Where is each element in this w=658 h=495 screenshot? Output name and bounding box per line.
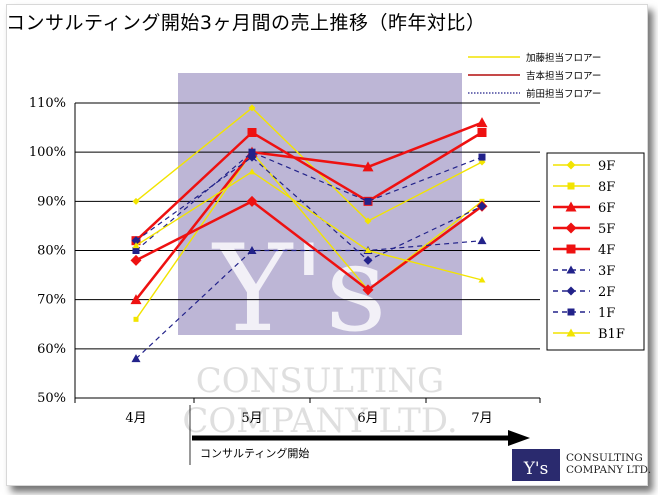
watermark-line2: COMPANY LTD. (182, 401, 457, 441)
arrow-label: コンサルティング開始 (200, 446, 309, 460)
company-name: CONSULTING COMPANY LTD. (566, 452, 651, 476)
x-tick-label: 4月 (125, 411, 146, 426)
gridlines (75, 102, 540, 399)
data-point (477, 128, 487, 137)
data-point (130, 254, 142, 266)
data-point (247, 246, 257, 254)
data-point (131, 236, 141, 246)
series-line-9f (135, 106, 483, 222)
data-point (477, 201, 487, 211)
data-point (566, 286, 576, 296)
legend-label: 2F (598, 285, 615, 300)
top-legend-label: 吉本担当フロアー (526, 70, 601, 82)
legend-label: 4F (598, 243, 615, 258)
data-point (364, 197, 372, 205)
company-name-line2: COMPANY LTD. (566, 464, 652, 476)
series-line-b1f (135, 170, 483, 281)
y-tick-label: 60% (37, 342, 66, 357)
data-point (363, 255, 373, 265)
data-point (566, 328, 576, 337)
legend-label: 3F (598, 264, 615, 279)
x-tick-label: 5月 (241, 411, 262, 426)
series-legend: 9F 8F 6F 5F 4F 3F 2F 1F B1F (546, 152, 645, 351)
data-point (362, 161, 374, 172)
legend-label: 8F (598, 180, 615, 195)
data-point (364, 217, 372, 225)
watermark-logo: Y's (211, 220, 387, 359)
series-line-2f (135, 156, 483, 262)
company-logo: Y's (523, 459, 549, 479)
y-tick-label: 100% (29, 145, 66, 160)
data-point (248, 168, 256, 175)
series-line-1f (135, 151, 483, 251)
data-point (478, 153, 486, 161)
data-point (131, 354, 141, 363)
data-point (248, 104, 256, 112)
data-point (132, 242, 140, 249)
watermark-panel (178, 73, 462, 335)
data-point (247, 128, 257, 137)
top-legend-label: 加藤担当フロアー (526, 52, 601, 64)
chart-title: コンサルティング開始3ヶ月間の売上推移（昨年対比） (6, 12, 486, 34)
legend-label: B1F (598, 327, 625, 342)
top-legend-label: 前田担当フロアー (526, 88, 601, 100)
arrow-head (508, 430, 530, 446)
data-point (566, 265, 576, 274)
data-point (246, 195, 258, 207)
data-point (477, 236, 487, 245)
data-point (132, 197, 140, 205)
company-name-line1: CONSULTING (566, 452, 643, 464)
axes: 50% 60% 70% 80% 90% 100% 110% 4月 5月 6月 7月 (29, 96, 541, 426)
y-tick-label: 70% (37, 293, 66, 308)
y-tick-label: 80% (37, 244, 66, 259)
legend-label: 9F (598, 159, 615, 174)
y-tick-label: 90% (37, 194, 66, 209)
series-line-4f (135, 130, 483, 242)
company-logo-box (512, 449, 560, 481)
series-line-5f (135, 199, 483, 292)
legend-box (546, 152, 645, 351)
data-point (565, 201, 577, 212)
data-point (132, 247, 140, 254)
data-point (133, 316, 139, 322)
data-point (566, 160, 576, 170)
data-point (364, 247, 372, 253)
y-tick-label: 110% (29, 96, 66, 111)
series-line-8f (135, 151, 483, 320)
series-group (130, 104, 488, 363)
legend-label: 5F (598, 222, 615, 237)
data-point (248, 148, 256, 156)
legend-label: 1F (598, 306, 615, 321)
legend-label: 6F (598, 201, 615, 216)
y-tick-label: 50% (37, 391, 66, 406)
data-point (478, 276, 486, 283)
x-tick-label: 7月 (471, 411, 492, 426)
data-point (476, 117, 488, 128)
data-point (130, 294, 142, 305)
series-line-6f (135, 121, 483, 301)
data-point (362, 284, 374, 296)
data-point (565, 222, 577, 234)
data-point (567, 308, 575, 316)
series-line-3f (135, 240, 483, 360)
x-tick-label: 6月 (357, 411, 378, 426)
data-point (566, 244, 576, 254)
watermark-line1: CONSULTING (196, 361, 444, 401)
data-point (567, 182, 575, 190)
